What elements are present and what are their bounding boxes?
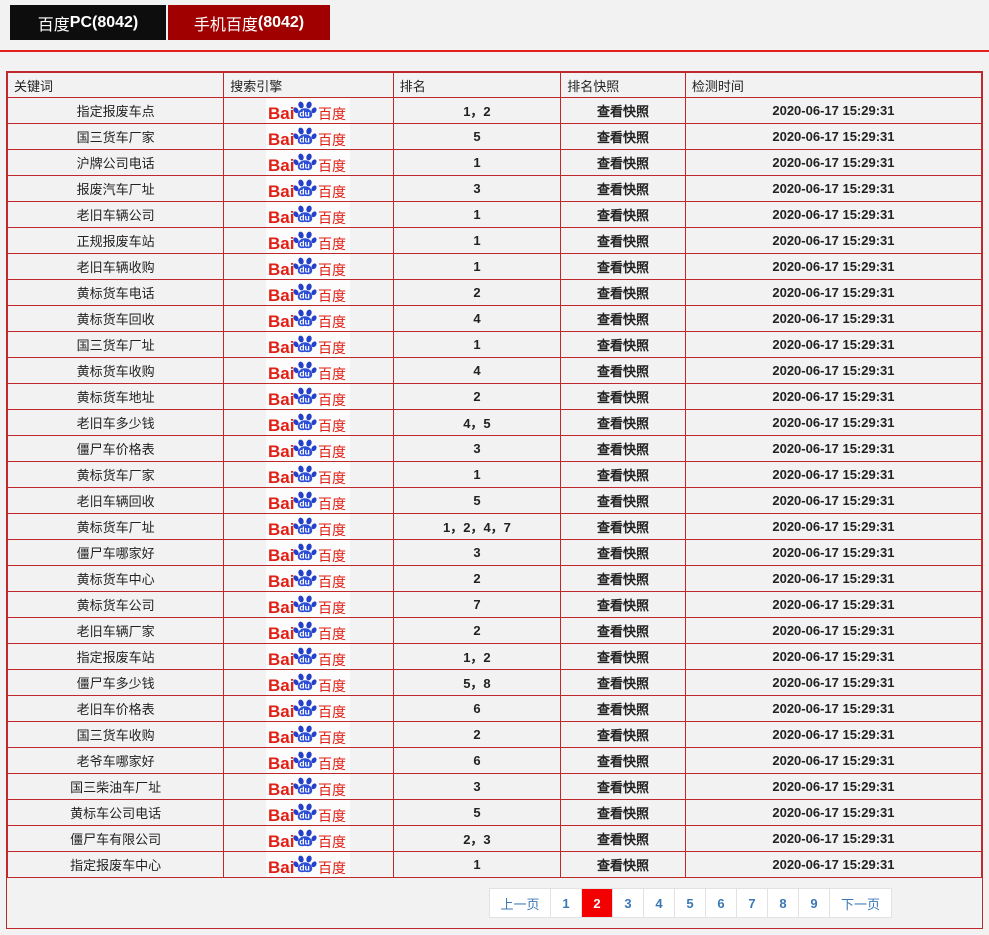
svg-text:Bai: Bai	[268, 104, 294, 123]
svg-text:百度: 百度	[318, 548, 346, 564]
svg-text:百度: 百度	[318, 496, 346, 512]
svg-text:du: du	[300, 394, 310, 404]
svg-text:du: du	[300, 290, 310, 300]
svg-text:百度: 百度	[318, 470, 346, 486]
svg-text:du: du	[300, 654, 310, 664]
svg-text:百度: 百度	[318, 314, 346, 330]
svg-text:百度: 百度	[318, 782, 346, 798]
svg-text:百度: 百度	[318, 574, 346, 590]
svg-text:Bai: Bai	[268, 312, 294, 331]
svg-text:百度: 百度	[318, 834, 346, 850]
svg-text:du: du	[300, 732, 310, 742]
svg-text:du: du	[300, 368, 310, 378]
svg-text:du: du	[300, 550, 310, 560]
svg-text:du: du	[300, 446, 310, 456]
svg-text:du: du	[300, 602, 310, 612]
svg-text:du: du	[300, 160, 310, 170]
svg-text:百度: 百度	[318, 262, 346, 278]
svg-text:Bai: Bai	[268, 468, 294, 487]
svg-text:du: du	[300, 628, 310, 638]
svg-text:百度: 百度	[318, 106, 346, 122]
svg-text:du: du	[300, 420, 310, 430]
svg-text:Bai: Bai	[268, 130, 294, 149]
svg-text:du: du	[300, 706, 310, 716]
svg-text:百度: 百度	[318, 600, 346, 616]
svg-text:Bai: Bai	[268, 520, 294, 539]
svg-text:du: du	[300, 758, 310, 768]
svg-text:百度: 百度	[318, 210, 346, 226]
svg-text:百度: 百度	[318, 678, 346, 694]
svg-text:du: du	[300, 108, 310, 118]
svg-text:du: du	[300, 186, 310, 196]
svg-text:百度: 百度	[318, 418, 346, 434]
svg-text:百度: 百度	[318, 730, 346, 746]
svg-text:Bai: Bai	[268, 832, 294, 851]
svg-text:Bai: Bai	[268, 676, 294, 695]
svg-text:du: du	[300, 134, 310, 144]
svg-text:百度: 百度	[318, 288, 346, 304]
svg-text:du: du	[300, 498, 310, 508]
svg-text:百度: 百度	[318, 522, 346, 538]
svg-text:百度: 百度	[318, 392, 346, 408]
svg-text:Bai: Bai	[268, 260, 294, 279]
svg-text:du: du	[300, 472, 310, 482]
svg-text:Bai: Bai	[268, 234, 294, 253]
svg-text:百度: 百度	[318, 808, 346, 824]
svg-text:Bai: Bai	[268, 182, 294, 201]
svg-text:Bai: Bai	[268, 208, 294, 227]
svg-text:du: du	[300, 524, 310, 534]
svg-text:du: du	[300, 862, 310, 872]
svg-text:Bai: Bai	[268, 442, 294, 461]
svg-text:du: du	[300, 576, 310, 586]
svg-text:Bai: Bai	[268, 416, 294, 435]
svg-text:du: du	[300, 810, 310, 820]
svg-text:百度: 百度	[318, 626, 346, 642]
svg-text:Bai: Bai	[268, 650, 294, 669]
svg-text:百度: 百度	[318, 366, 346, 382]
svg-text:百度: 百度	[318, 444, 346, 460]
svg-text:Bai: Bai	[268, 494, 294, 513]
svg-text:Bai: Bai	[268, 780, 294, 799]
svg-text:Bai: Bai	[268, 598, 294, 617]
svg-text:Bai: Bai	[268, 806, 294, 825]
svg-text:Bai: Bai	[268, 338, 294, 357]
svg-text:Bai: Bai	[268, 858, 294, 877]
svg-text:Bai: Bai	[268, 546, 294, 565]
svg-text:百度: 百度	[318, 704, 346, 720]
svg-text:Bai: Bai	[268, 286, 294, 305]
svg-text:百度: 百度	[318, 132, 346, 148]
svg-text:du: du	[300, 680, 310, 690]
svg-text:百度: 百度	[318, 340, 346, 356]
svg-text:Bai: Bai	[268, 364, 294, 383]
svg-text:du: du	[300, 836, 310, 846]
svg-text:Bai: Bai	[268, 754, 294, 773]
svg-text:Bai: Bai	[268, 728, 294, 747]
svg-text:百度: 百度	[318, 158, 346, 174]
svg-text:Bai: Bai	[268, 572, 294, 591]
svg-text:du: du	[300, 264, 310, 274]
svg-text:Bai: Bai	[268, 390, 294, 409]
svg-text:Bai: Bai	[268, 624, 294, 643]
svg-text:百度: 百度	[318, 756, 346, 772]
svg-text:du: du	[300, 316, 310, 326]
svg-text:百度: 百度	[318, 236, 346, 252]
svg-text:Bai: Bai	[268, 156, 294, 175]
svg-text:du: du	[300, 238, 310, 248]
svg-text:百度: 百度	[318, 184, 346, 200]
svg-text:Bai: Bai	[268, 702, 294, 721]
svg-text:百度: 百度	[318, 860, 346, 876]
svg-text:du: du	[300, 212, 310, 222]
svg-text:百度: 百度	[318, 652, 346, 668]
svg-text:du: du	[300, 342, 310, 352]
svg-text:du: du	[300, 784, 310, 794]
